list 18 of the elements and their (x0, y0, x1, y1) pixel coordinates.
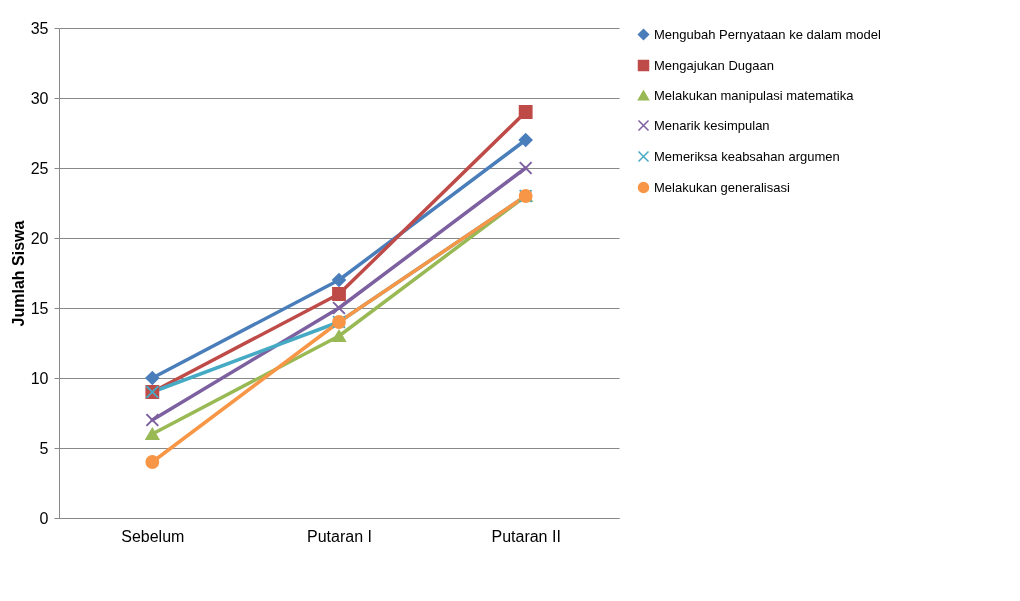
y-tick-label: 10 (30, 369, 49, 387)
x-tick-label: Sebelum (121, 527, 185, 545)
y-axis-title: Jumlah Siswa (9, 220, 27, 327)
y-tick-label: 35 (30, 19, 49, 37)
legend-label: Memeriksa keabsahan argumen (654, 148, 840, 164)
y-tick-label: 5 (39, 439, 49, 457)
y-tick-label: 20 (30, 229, 49, 247)
y-tick-label: 0 (39, 509, 49, 527)
y-tick-label: 25 (30, 159, 49, 177)
x-tick-label: Putaran I (307, 527, 372, 545)
legend-label: Mengajukan Dugaan (654, 57, 774, 73)
y-tick-label: 30 (30, 89, 49, 107)
legend-label: Melakukan generalisasi (654, 179, 790, 195)
legend-label: Melakukan manipulasi matematika (654, 87, 855, 103)
legend-label: Mengubah Pernyataan ke dalam model (654, 26, 882, 42)
y-tick-label: 15 (30, 299, 49, 317)
x-tick-label: Putaran II (491, 527, 561, 545)
legend-label: Menarik kesimpulan (654, 117, 770, 133)
